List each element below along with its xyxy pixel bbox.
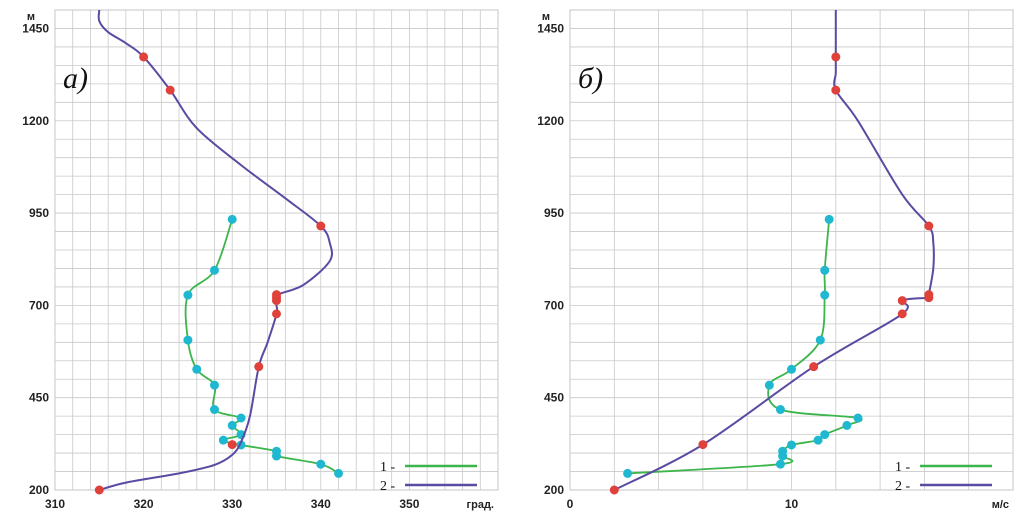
data-point xyxy=(316,459,326,469)
data-point xyxy=(94,485,104,495)
y-tick-label: 1450 xyxy=(22,21,49,35)
data-point xyxy=(853,413,863,423)
data-point xyxy=(778,446,788,456)
y-tick-label: 950 xyxy=(29,206,49,220)
data-point xyxy=(764,380,774,390)
y-tick-label: 450 xyxy=(544,391,564,405)
chart-panel-b: 200 450 700 950 1200 1450 0 10 м м/с б) 1 -2 - xyxy=(515,0,1025,520)
data-point xyxy=(192,364,202,374)
data-point xyxy=(227,440,237,450)
legend-label: 1 - xyxy=(380,460,396,475)
data-point xyxy=(831,85,841,95)
x-tick-label: 330 xyxy=(222,497,242,511)
x-tick-label: 10 xyxy=(785,497,799,511)
data-point xyxy=(831,52,841,62)
legend-label: 2 - xyxy=(380,479,396,494)
data-point xyxy=(623,468,633,478)
data-point xyxy=(316,221,326,231)
data-point xyxy=(809,362,819,372)
data-point xyxy=(272,309,281,319)
data-point xyxy=(775,459,785,469)
y-tick-label: 1450 xyxy=(537,21,564,35)
data-point xyxy=(236,413,246,423)
data-point xyxy=(820,290,830,300)
data-point xyxy=(820,430,830,440)
panel-label: б) xyxy=(578,62,603,95)
data-point xyxy=(272,290,281,300)
data-point xyxy=(183,335,193,345)
y-tick-label: 700 xyxy=(544,298,564,312)
data-point xyxy=(227,420,237,430)
data-point xyxy=(209,405,219,415)
data-point xyxy=(815,335,825,345)
series-2 xyxy=(609,10,935,495)
legend-label: 2 - xyxy=(895,479,911,494)
y-tick-label: 1200 xyxy=(537,114,564,128)
data-point xyxy=(787,440,796,450)
data-point xyxy=(139,52,149,62)
series-2 xyxy=(94,9,334,495)
x-tick-label: 340 xyxy=(311,497,331,511)
data-point xyxy=(924,221,934,231)
data-point xyxy=(334,468,344,478)
legend: 1 -2 - xyxy=(380,460,477,494)
data-point xyxy=(824,214,834,224)
series-1 xyxy=(183,214,344,478)
data-point xyxy=(227,214,237,224)
y-tick-label: 200 xyxy=(544,483,564,497)
legend-label: 1 - xyxy=(895,460,911,475)
data-point xyxy=(897,296,907,306)
data-point xyxy=(609,485,619,495)
y-tick-label: 1200 xyxy=(22,114,49,128)
data-point xyxy=(254,362,264,372)
series-1 xyxy=(623,214,863,478)
data-point xyxy=(165,85,175,95)
y-unit-label: м xyxy=(27,11,35,23)
data-point xyxy=(842,420,852,430)
panel-label: a) xyxy=(63,62,88,95)
x-unit-label: м/с xyxy=(992,499,1009,511)
legend: 1 -2 - xyxy=(895,460,992,494)
y-tick-label: 450 xyxy=(29,391,49,405)
data-point xyxy=(775,405,785,415)
data-point xyxy=(218,435,228,445)
x-tick-label: 320 xyxy=(134,497,154,511)
data-point xyxy=(897,309,907,319)
chart-panel-a: 200 450 700 950 1200 1450 310 320 330 340 350 м град… xyxy=(0,0,510,520)
x-unit-label: град. xyxy=(467,499,494,511)
data-point xyxy=(813,435,823,445)
y-tick-label: 200 xyxy=(29,483,49,497)
data-point xyxy=(820,265,830,275)
grid xyxy=(569,9,1014,491)
data-point xyxy=(209,265,219,275)
data-point xyxy=(698,440,708,450)
data-point xyxy=(787,364,796,374)
data-point xyxy=(924,290,934,300)
x-tick-label: 350 xyxy=(399,497,419,511)
data-point xyxy=(183,290,193,300)
x-tick-label: 310 xyxy=(45,497,65,511)
y-unit-label: м xyxy=(542,11,550,23)
grid xyxy=(54,9,499,491)
data-point xyxy=(209,380,219,390)
x-tick-label: 0 xyxy=(567,497,574,511)
y-tick-label: 950 xyxy=(544,206,564,220)
chart-svg: 200 450 700 950 1200 1450 310 320 330 340 350 м град… xyxy=(22,9,499,511)
data-point xyxy=(272,446,281,456)
y-tick-label: 700 xyxy=(29,298,49,312)
